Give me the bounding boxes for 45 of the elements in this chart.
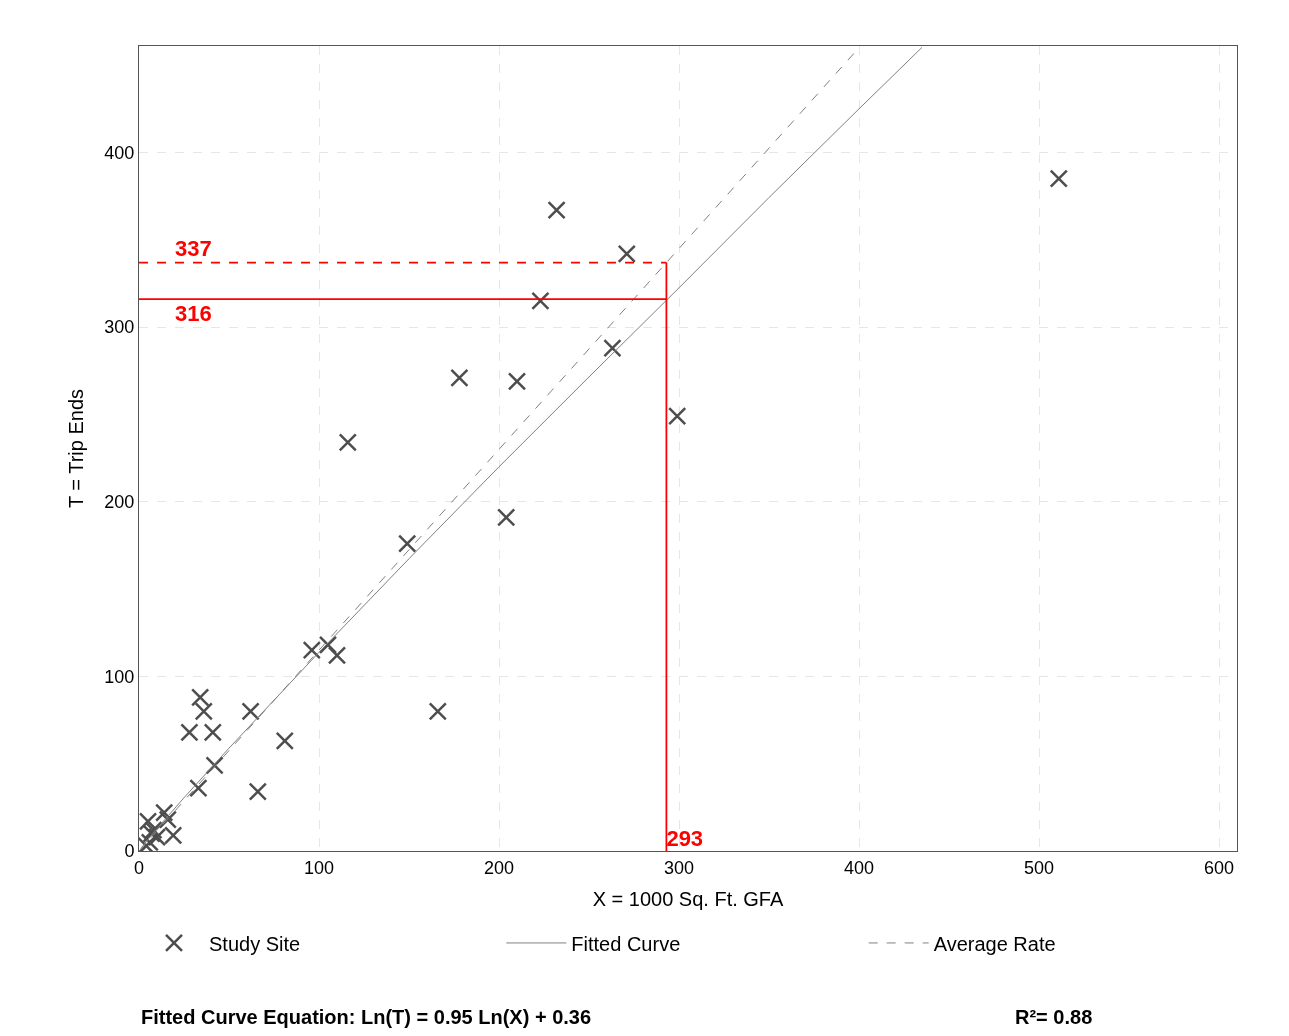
y-tick-label: 0 — [124, 841, 135, 862]
text: Fitted Curve Equation: Ln(T) = 0.95 Ln(X) + 0.36 — [141, 1006, 592, 1028]
point — [428, 702, 448, 721]
point — [547, 200, 566, 220]
point — [667, 406, 687, 426]
x-tick-label: 100 — [303, 857, 335, 878]
point — [450, 368, 469, 388]
point — [180, 723, 199, 742]
point — [241, 702, 260, 721]
point — [318, 635, 338, 655]
point — [189, 778, 208, 798]
point — [496, 508, 516, 527]
point — [617, 244, 637, 264]
point — [397, 534, 417, 553]
point — [194, 702, 214, 721]
point — [603, 338, 622, 358]
x-axis-title: X = 1000 Sq. Ft. GFA — [592, 888, 784, 911]
y-tick-label: 100 — [104, 666, 135, 687]
y-tick-label: 400 — [104, 142, 135, 163]
point — [190, 688, 210, 707]
point — [1049, 169, 1069, 188]
legend-label: Fitted Curve — [571, 932, 681, 955]
ref-line-label: 293 — [666, 825, 704, 851]
point — [327, 646, 347, 665]
point — [144, 820, 163, 840]
point — [507, 372, 527, 391]
legend-label: Study Site — [209, 932, 301, 955]
point — [203, 723, 223, 742]
point — [338, 433, 358, 452]
x-tick-label: 500 — [1023, 857, 1055, 878]
text: R²= 0.88 — [1015, 1006, 1093, 1028]
ref-line-label: 337 — [175, 236, 212, 261]
x-tick-label: 300 — [663, 857, 695, 878]
x-tick-label: 200 — [483, 857, 515, 878]
x-tick-label: 600 — [1203, 857, 1235, 878]
point — [275, 731, 295, 751]
x-tick-label: 400 — [843, 857, 875, 878]
point — [154, 803, 174, 822]
point — [302, 640, 322, 660]
y-tick-label: 300 — [104, 317, 135, 338]
legend-label: Average Rate — [933, 932, 1056, 955]
ref-line-label: 316 — [175, 301, 212, 326]
y-tick-label: 200 — [104, 492, 135, 513]
point — [248, 782, 268, 801]
y-axis-title: T = Trip Ends — [64, 388, 87, 509]
